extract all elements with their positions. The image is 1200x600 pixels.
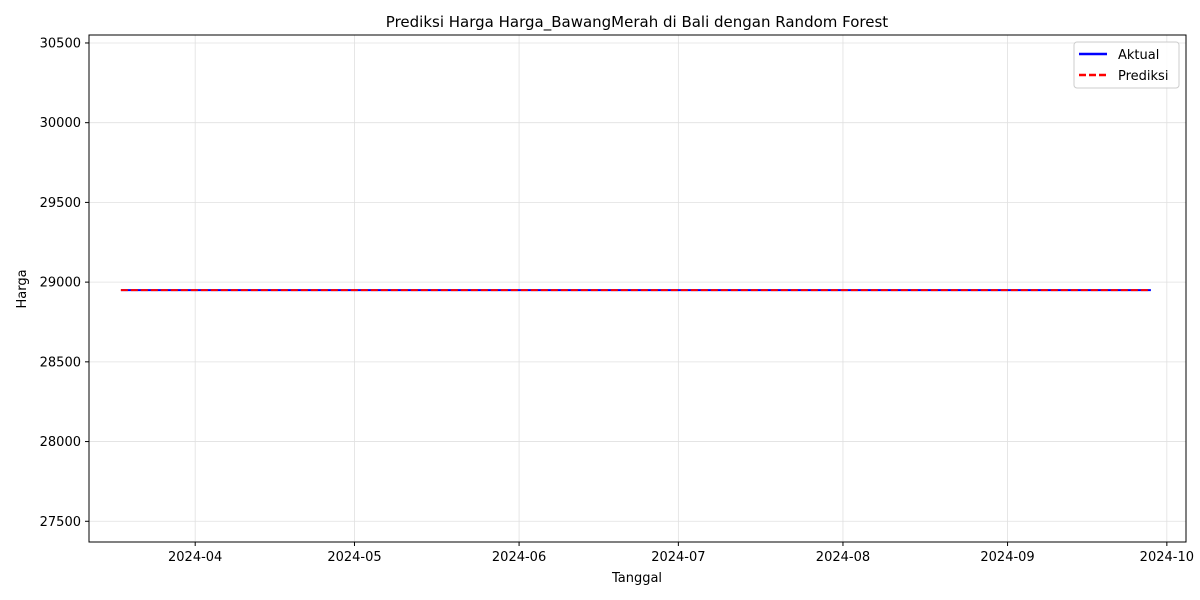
y-tick-label: 30000 [40,116,81,131]
y-tick-label: 28500 [40,355,81,370]
x-tick-label: 2024-06 [492,550,546,565]
y-tick-label: 30500 [40,36,81,51]
y-tick-label: 27500 [40,515,81,530]
x-tick-label: 2024-09 [980,550,1034,565]
y-tick-label: 29000 [40,276,81,291]
plot-frame [88,34,1187,543]
x-tick-label: 2024-04 [168,550,222,565]
x-axis-ticks: 2024-04 2024-05 2024-06 2024-07 2024-08 2024-… [168,542,1194,565]
y-axis-ticks: 27500 28000 28500 29000 29500 30000 30500 [40,36,89,530]
x-tick-label: 2024-10 [1140,550,1194,565]
legend: Aktual Prediksi [1073,41,1180,89]
legend-label: Prediksi [1118,69,1168,84]
y-tick-label: 29500 [40,196,81,211]
y-axis-label: Harga [15,269,30,308]
legend-label: Aktual [1118,48,1159,63]
y-tick-label: 28000 [40,435,81,450]
chart-title: Prediksi Harga Harga_BawangMerah di Bali… [386,13,889,32]
x-tick-label: 2024-05 [327,550,381,565]
x-tick-label: 2024-07 [651,550,705,565]
x-tick-label: 2024-08 [816,550,870,565]
grid [89,35,1186,542]
x-axis-label: Tanggal [611,571,662,586]
